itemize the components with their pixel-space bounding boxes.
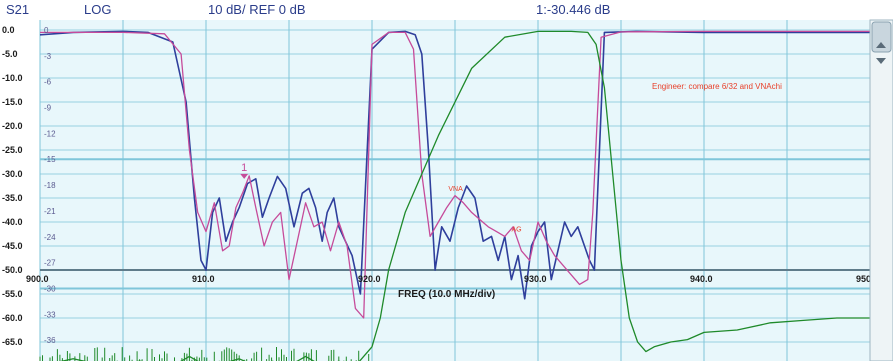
series-label: VNA	[448, 186, 463, 193]
channel-label: S21	[6, 2, 29, 17]
y-tick-label-right: -15	[44, 155, 56, 164]
y-tick-label-left: -15.0	[2, 97, 23, 107]
scrollbar-thumb[interactable]	[871, 21, 892, 53]
y-tick-label-right: -6	[44, 78, 52, 87]
x-tick-label: 940.0	[690, 274, 713, 284]
x-tick-label: 900.0	[26, 274, 49, 284]
reference-lines	[40, 158, 870, 290]
traces	[39, 30, 870, 361]
vertical-scrollbar[interactable]	[869, 19, 893, 361]
marker-label: 1	[241, 162, 247, 174]
y-tick-label-right: -30	[44, 284, 56, 293]
y-tick-label-left: -10.0	[2, 73, 23, 83]
y-tick-label-left: -25.0	[2, 145, 23, 155]
x-axis-label: FREQ (10.0 MHz/div)	[398, 289, 495, 300]
y-tick-label-left: 0.0	[2, 25, 15, 35]
scroll-up-arrow-icon[interactable]	[876, 42, 886, 48]
y-tick-label-left: -35.0	[2, 193, 23, 203]
trace-line	[40, 30, 870, 319]
marker-triangle-icon	[240, 173, 249, 179]
y-tick-label-left: -40.0	[2, 217, 23, 227]
format-label: LOG	[84, 2, 111, 17]
y-tick-label-right: -18	[44, 181, 56, 190]
y-tick-label-left: -30.0	[2, 169, 23, 179]
y-tick-label-right: -21	[44, 207, 56, 216]
scale-label: 10 dB/ REF 0 dB	[208, 2, 306, 17]
y-tick-label-right: -9	[44, 104, 52, 113]
annotation-text: Engineer: compare 6/32 and VNAchi	[652, 82, 782, 91]
grid-lines	[39, 20, 871, 361]
y-tick-label-right: -33	[44, 310, 56, 319]
y-tick-label-left: -65.0	[2, 337, 23, 347]
x-tick-label: 910.0	[192, 274, 215, 284]
y-tick-label-right: -12	[44, 129, 56, 138]
noise-floor-trace	[39, 347, 370, 361]
series-label: AG	[511, 227, 521, 234]
y-tick-label-right: 0	[44, 26, 49, 35]
marker-readout: 1:-30.446 dB	[536, 2, 610, 17]
y-tick-label-left: -50.0	[2, 265, 23, 275]
y-tick-label-right: -27	[44, 259, 56, 268]
trace-line	[59, 30, 870, 361]
y-tick-label-right: -36	[44, 336, 56, 345]
y-tick-label-left: -45.0	[2, 241, 23, 251]
x-tick-label: 950.0	[856, 274, 879, 284]
y-tick-label-left: -55.0	[2, 289, 23, 299]
x-tick-label: 930.0	[524, 274, 547, 284]
y-tick-label-right: -24	[44, 233, 56, 242]
axes: 0.0 -5.0 -10.0 -15.0 -20.0 -25.0 -30.0 -35.0 -40…	[2, 25, 879, 347]
scroll-down-arrow-icon[interactable]	[876, 58, 886, 64]
y-tick-label-left: -60.0	[2, 313, 23, 323]
y-tick-label-left: -20.0	[2, 121, 23, 131]
y-tick-label-right: -3	[44, 52, 52, 61]
x-tick-label: 920.0	[358, 274, 381, 284]
y-tick-label-left: -5.0	[2, 49, 18, 59]
